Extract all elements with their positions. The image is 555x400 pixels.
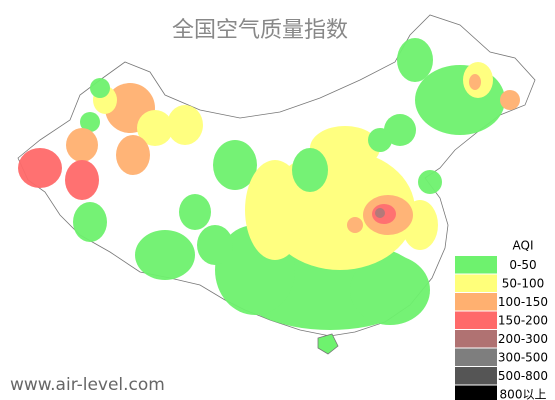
- legend-title: AQI: [513, 239, 534, 253]
- legend-label: 100-150: [498, 295, 548, 309]
- legend-swatch: [455, 311, 497, 329]
- aqi-area: [500, 90, 520, 110]
- aqi-area: [213, 140, 257, 190]
- aqi-area: [65, 160, 99, 200]
- aqi-area: [116, 135, 150, 175]
- aqi-area: [310, 126, 380, 170]
- aqi-area: [80, 112, 100, 132]
- aqi-area: [167, 105, 203, 145]
- aqi-area: [397, 38, 433, 82]
- aqi-area: [350, 255, 430, 325]
- legend: 0-50 50-100 100-150 150-200 200-300 300-500 50…: [455, 256, 548, 400]
- legend-swatch: [455, 385, 497, 400]
- aqi-area: [384, 114, 416, 146]
- aqi-area: [66, 128, 98, 162]
- hainan-outline: [317, 333, 339, 355]
- legend-swatch: [455, 348, 497, 366]
- aqi-area: [18, 148, 62, 188]
- map-title: 全国空气质量指数: [172, 18, 348, 43]
- legend-label: 50-100: [502, 276, 545, 290]
- legend-swatch: [455, 330, 497, 348]
- aqi-area: [368, 128, 392, 152]
- legend-label: 200-300: [498, 332, 548, 346]
- aqi-area: [73, 202, 107, 242]
- aqi-area: [135, 230, 195, 280]
- legend-swatch: [455, 256, 497, 274]
- aqi-area: [347, 217, 363, 233]
- aqi-area: [418, 170, 442, 194]
- aqi-area: [90, 78, 110, 98]
- aqi-area: [375, 208, 385, 218]
- aqi-area: [137, 110, 173, 146]
- legend-label: 800以上: [500, 387, 547, 400]
- aqi-area: [469, 74, 481, 90]
- legend-swatch: [455, 293, 497, 311]
- aqi-area: [292, 148, 328, 192]
- legend-swatch: [455, 367, 497, 385]
- legend-label: 0-50: [509, 258, 536, 272]
- watermark: www.air-level.com: [10, 375, 165, 395]
- aqi-blobs: [18, 38, 520, 330]
- legend-swatch: [455, 274, 497, 292]
- legend-label: 500-800: [498, 369, 548, 383]
- legend-label: 300-500: [498, 350, 548, 364]
- aqi-area: [179, 194, 211, 230]
- aqi-area: [245, 160, 305, 260]
- legend-label: 150-200: [498, 313, 548, 327]
- aqi-area: [197, 225, 233, 265]
